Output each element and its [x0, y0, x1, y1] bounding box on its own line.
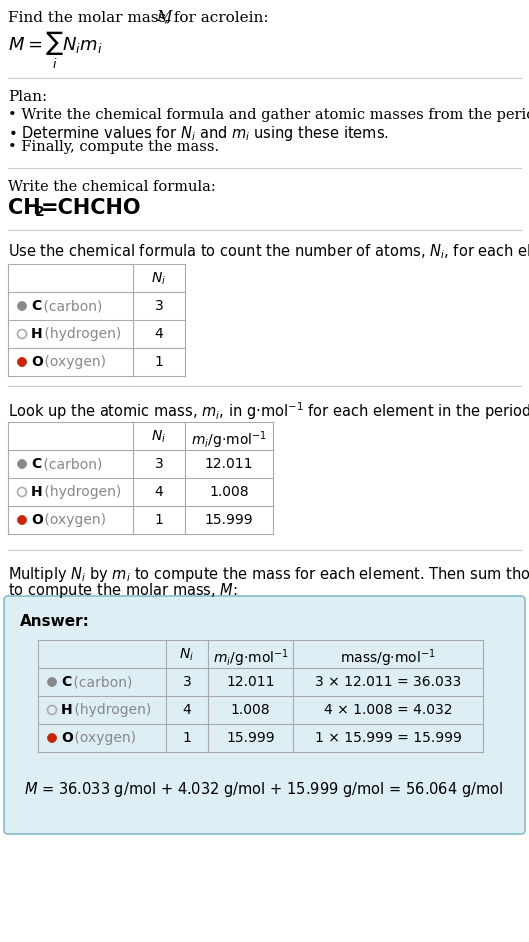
Text: Look up the atomic mass, $m_i$, in g·mol$^{-1}$ for each element in the periodic: Look up the atomic mass, $m_i$, in g·mol… — [8, 400, 529, 422]
Circle shape — [17, 358, 26, 366]
Text: O: O — [61, 731, 73, 745]
Text: mass/g·mol$^{-1}$: mass/g·mol$^{-1}$ — [340, 647, 436, 669]
Text: $M = \sum_i N_i m_i$: $M = \sum_i N_i m_i$ — [8, 30, 103, 72]
Text: 1.008: 1.008 — [209, 485, 249, 499]
Text: 3: 3 — [154, 457, 163, 471]
Text: 3 × 12.011 = 36.033: 3 × 12.011 = 36.033 — [315, 675, 461, 689]
Text: 1: 1 — [183, 731, 191, 745]
Text: 1: 1 — [154, 513, 163, 527]
Text: 15.999: 15.999 — [205, 513, 253, 527]
Text: Multiply $N_i$ by $m_i$ to compute the mass for each element. Then sum those val: Multiply $N_i$ by $m_i$ to compute the m… — [8, 565, 529, 584]
Text: M: M — [156, 10, 171, 24]
Text: =CHCHO: =CHCHO — [41, 198, 141, 218]
Text: (hydrogen): (hydrogen) — [40, 485, 121, 499]
Text: (carbon): (carbon) — [39, 299, 103, 313]
Circle shape — [48, 734, 57, 742]
Text: 1.008: 1.008 — [231, 703, 270, 717]
Text: O: O — [31, 355, 43, 369]
Text: (carbon): (carbon) — [39, 457, 103, 471]
Circle shape — [17, 460, 26, 468]
Text: H: H — [31, 327, 43, 341]
Text: Use the chemical formula to count the number of atoms, $N_i$, for each element:: Use the chemical formula to count the nu… — [8, 242, 529, 261]
Circle shape — [17, 515, 26, 525]
Text: 1: 1 — [154, 355, 163, 369]
Text: • Finally, compute the mass.: • Finally, compute the mass. — [8, 140, 219, 154]
Text: CH: CH — [8, 198, 41, 218]
Text: 4 × 1.008 = 4.032: 4 × 1.008 = 4.032 — [324, 703, 452, 717]
Text: (oxygen): (oxygen) — [40, 513, 106, 527]
Text: 12.011: 12.011 — [205, 457, 253, 471]
Circle shape — [17, 301, 26, 311]
Text: 3: 3 — [154, 299, 163, 313]
Text: • Write the chemical formula and gather atomic masses from the periodic table.: • Write the chemical formula and gather … — [8, 108, 529, 122]
Text: 4: 4 — [183, 703, 191, 717]
Text: $m_i$/g·mol$^{-1}$: $m_i$/g·mol$^{-1}$ — [191, 429, 267, 450]
Text: C: C — [61, 675, 71, 689]
Text: 15.999: 15.999 — [226, 731, 275, 745]
Text: 3: 3 — [183, 675, 191, 689]
Text: to compute the molar mass, $M$:: to compute the molar mass, $M$: — [8, 581, 238, 600]
Text: (oxygen): (oxygen) — [40, 355, 106, 369]
Circle shape — [48, 677, 57, 687]
Text: Answer:: Answer: — [20, 614, 90, 629]
Text: Write the chemical formula:: Write the chemical formula: — [8, 180, 216, 194]
Text: 2: 2 — [35, 205, 45, 219]
Text: (oxygen): (oxygen) — [70, 731, 136, 745]
Text: Find the molar mass,: Find the molar mass, — [8, 10, 176, 24]
Text: 1 × 15.999 = 15.999: 1 × 15.999 = 15.999 — [315, 731, 461, 745]
Text: (hydrogen): (hydrogen) — [40, 327, 121, 341]
Text: • Determine values for $N_i$ and $m_i$ using these items.: • Determine values for $N_i$ and $m_i$ u… — [8, 124, 389, 143]
Text: (carbon): (carbon) — [69, 675, 132, 689]
Text: H: H — [31, 485, 43, 499]
Text: (hydrogen): (hydrogen) — [70, 703, 151, 717]
Text: Plan:: Plan: — [8, 90, 47, 104]
Text: O: O — [31, 513, 43, 527]
Text: $M$ = 36.033 g/mol + 4.032 g/mol + 15.999 g/mol = 56.064 g/mol: $M$ = 36.033 g/mol + 4.032 g/mol + 15.99… — [24, 780, 504, 799]
Text: H: H — [61, 703, 72, 717]
Text: $m_i$/g·mol$^{-1}$: $m_i$/g·mol$^{-1}$ — [213, 647, 288, 669]
Text: $N_i$: $N_i$ — [179, 647, 195, 663]
Text: , for acrolein:: , for acrolein: — [164, 10, 269, 24]
Text: $N_i$: $N_i$ — [151, 429, 167, 446]
Text: $N_i$: $N_i$ — [151, 271, 167, 287]
Text: 4: 4 — [154, 327, 163, 341]
Text: C: C — [31, 299, 41, 313]
Text: C: C — [31, 457, 41, 471]
FancyBboxPatch shape — [4, 596, 525, 834]
Text: 12.011: 12.011 — [226, 675, 275, 689]
Text: 4: 4 — [154, 485, 163, 499]
